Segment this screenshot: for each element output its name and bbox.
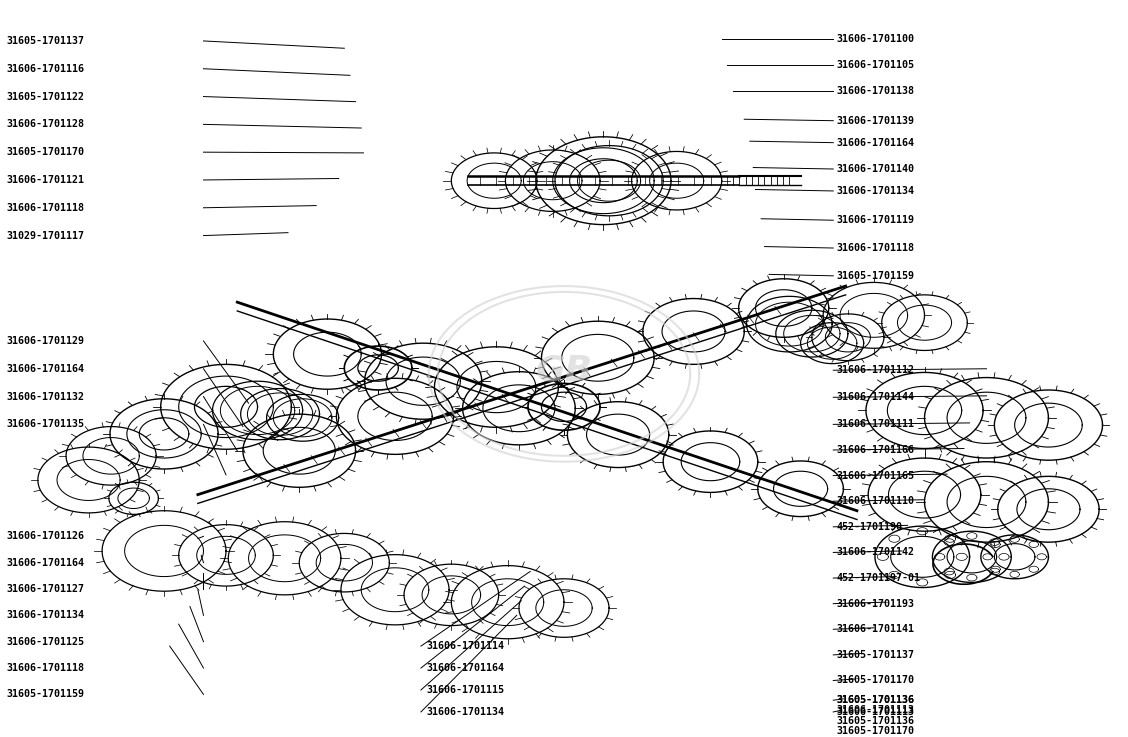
Text: 31605-1701136: 31605-1701136 — [837, 695, 915, 705]
Text: 31606-1701135: 31606-1701135 — [7, 419, 85, 430]
Text: 31606-1701141: 31606-1701141 — [837, 624, 915, 635]
Text: 31606-1701112: 31606-1701112 — [837, 366, 915, 375]
Text: 31606-1701138: 31606-1701138 — [837, 86, 915, 97]
Text: 31605-1701170: 31605-1701170 — [837, 726, 915, 736]
Text: 31605-1701137: 31605-1701137 — [837, 650, 915, 660]
Text: 31606-1701118: 31606-1701118 — [7, 203, 85, 213]
Text: 31605-1701159: 31605-1701159 — [7, 689, 85, 699]
Text: 31605-1701137: 31605-1701137 — [7, 36, 85, 46]
Text: 31606-1701119: 31606-1701119 — [837, 215, 915, 226]
Text: 31606-1701110: 31606-1701110 — [837, 496, 915, 506]
Text: 31605-1701159: 31605-1701159 — [837, 270, 915, 281]
Text: 31606-1701134: 31606-1701134 — [426, 707, 504, 717]
Text: 31606-1701118: 31606-1701118 — [837, 243, 915, 253]
Text: 31606-1701132: 31606-1701132 — [7, 391, 85, 402]
Text: 31606-1701164: 31606-1701164 — [837, 138, 915, 147]
Text: 31606-1701128: 31606-1701128 — [7, 119, 85, 130]
Text: 31606-1701144: 31606-1701144 — [837, 392, 915, 402]
Text: 31606-1701164: 31606-1701164 — [426, 663, 504, 673]
Text: 31605-1701170: 31605-1701170 — [837, 676, 915, 685]
Text: 31606-1701114: 31606-1701114 — [426, 641, 504, 651]
Text: 31606-1701142: 31606-1701142 — [837, 548, 915, 557]
Text: 452-1701197-01: 452-1701197-01 — [837, 573, 920, 583]
Text: 31606-1701164: 31606-1701164 — [7, 364, 85, 374]
Text: 31606-1701116: 31606-1701116 — [7, 63, 85, 74]
Text: 31606-1701118: 31606-1701118 — [7, 663, 85, 673]
Text: 31606-1701134: 31606-1701134 — [7, 610, 85, 621]
Text: 31606-1701140: 31606-1701140 — [837, 164, 915, 174]
Text: 31606-1701121: 31606-1701121 — [7, 175, 85, 185]
Text: 31606-1701139: 31606-1701139 — [837, 116, 915, 126]
Text: 31606-1701111: 31606-1701111 — [837, 419, 915, 430]
Text: 452-1701190: 452-1701190 — [837, 522, 902, 532]
Text: 31029-1701117: 31029-1701117 — [7, 231, 85, 240]
Text: 31605-1701122: 31605-1701122 — [7, 91, 85, 102]
Text: 31606-1701100: 31606-1701100 — [837, 34, 915, 43]
Text: 31606-1701165: 31606-1701165 — [837, 471, 915, 481]
Text: 31606-1701134: 31606-1701134 — [837, 186, 915, 196]
Text: 31605-1701136: 31605-1701136 — [837, 716, 915, 726]
Text: 31606-1701113: 31606-1701113 — [837, 705, 915, 716]
Text: 31606-1701105: 31606-1701105 — [837, 60, 915, 70]
Text: 31606-1701193: 31606-1701193 — [837, 598, 915, 609]
Text: 31606-1701126: 31606-1701126 — [7, 531, 85, 542]
Text: 31605-1701136: 31605-1701136 — [837, 695, 915, 705]
Text: 31606-1701129: 31606-1701129 — [7, 336, 85, 346]
Text: 31606-1701115: 31606-1701115 — [426, 685, 504, 695]
Text: 31605-1701170: 31605-1701170 — [7, 147, 85, 157]
Text: 31606-1701166: 31606-1701166 — [837, 445, 915, 455]
Text: 31606-1701113: 31606-1701113 — [837, 707, 915, 717]
Text: 31606-1701127: 31606-1701127 — [7, 584, 85, 594]
Text: GB: GB — [536, 353, 592, 387]
Text: 31606-1701125: 31606-1701125 — [7, 637, 85, 646]
Text: 31606-1701164: 31606-1701164 — [7, 558, 85, 567]
